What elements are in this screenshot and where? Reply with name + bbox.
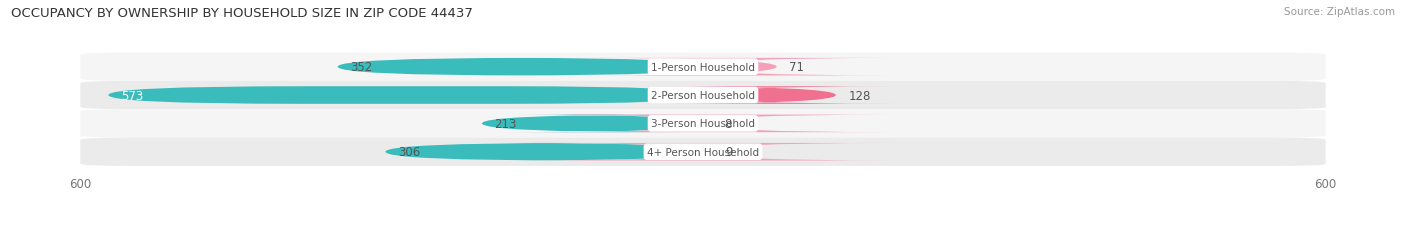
- Text: OCCUPANCY BY OWNERSHIP BY HOUSEHOLD SIZE IN ZIP CODE 44437: OCCUPANCY BY OWNERSHIP BY HOUSEHOLD SIZE…: [11, 7, 474, 20]
- FancyBboxPatch shape: [80, 82, 1326, 110]
- Text: 213: 213: [495, 117, 517, 130]
- Text: Source: ZipAtlas.com: Source: ZipAtlas.com: [1284, 7, 1395, 17]
- FancyBboxPatch shape: [519, 143, 896, 161]
- FancyBboxPatch shape: [80, 110, 1326, 138]
- Text: 9: 9: [725, 146, 733, 158]
- FancyBboxPatch shape: [482, 115, 703, 133]
- Text: 8: 8: [724, 117, 731, 130]
- Text: 128: 128: [848, 89, 870, 102]
- Text: 71: 71: [789, 61, 804, 74]
- FancyBboxPatch shape: [337, 59, 703, 76]
- FancyBboxPatch shape: [583, 59, 896, 76]
- Text: 306: 306: [398, 146, 420, 158]
- Text: 573: 573: [121, 89, 143, 102]
- FancyBboxPatch shape: [643, 87, 896, 104]
- Text: 4+ Person Household: 4+ Person Household: [647, 147, 759, 157]
- FancyBboxPatch shape: [385, 143, 703, 161]
- Text: 3-Person Household: 3-Person Household: [651, 119, 755, 129]
- FancyBboxPatch shape: [80, 138, 1326, 166]
- Text: 2-Person Household: 2-Person Household: [651, 91, 755, 100]
- FancyBboxPatch shape: [80, 53, 1326, 82]
- Text: 352: 352: [350, 61, 373, 74]
- Text: 1-Person Household: 1-Person Household: [651, 62, 755, 72]
- FancyBboxPatch shape: [519, 115, 896, 133]
- FancyBboxPatch shape: [108, 87, 703, 104]
